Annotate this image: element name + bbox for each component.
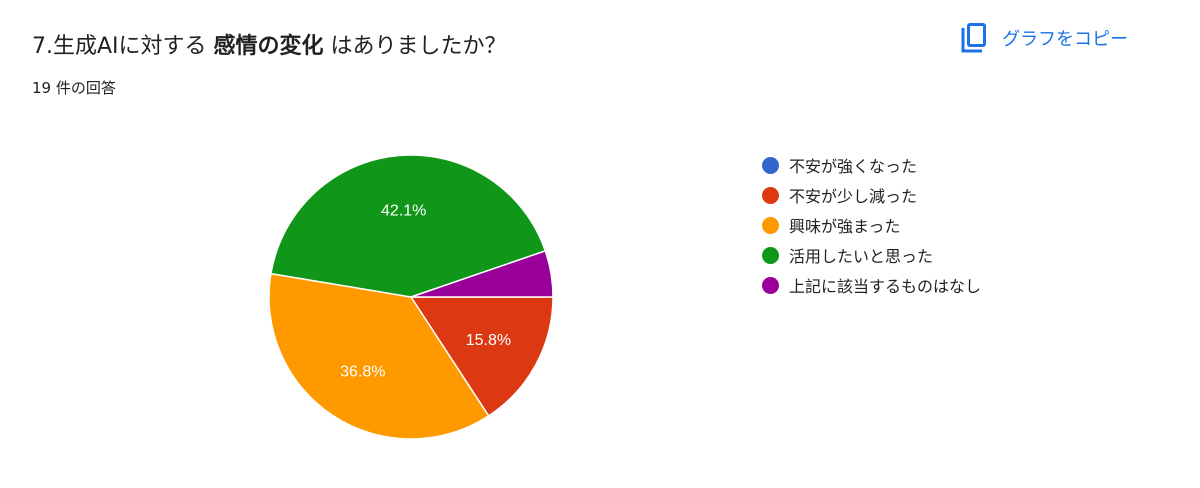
copy-chart-button[interactable]: グラフをコピー [960,22,1128,54]
title-suffix: はありましたか？ [323,34,507,59]
legend-label: 興味が強まった [789,217,901,236]
slice-percentage-label: 42.1% [381,202,426,219]
legend-dot-icon [762,276,779,294]
legend-dot-icon [762,246,779,264]
pie-slice [270,154,547,298]
legend-dot-icon [762,216,779,234]
title-bold: 感情の変化 [213,34,324,59]
copy-icon [960,22,988,54]
legend-item: 不安が強くなった [762,150,981,180]
legend-dot-icon [762,186,779,204]
legend-label: 不安が少し減った [789,187,918,206]
legend-item: 不安が少し減った [762,180,981,210]
copy-chart-label: グラフをコピー [1002,29,1128,50]
pie-slice [409,296,554,417]
slice-percentage-label: 36.8% [340,364,385,381]
legend-item: 上記に該当するものはなし [762,270,981,300]
legend-label: 上記に該当するものはなし [789,277,982,296]
pie-slice [410,249,554,298]
legend-item: 興味が強まった [762,210,981,240]
legend-label: 活用したいと思った [789,247,934,266]
legend-dot-icon [762,156,779,174]
legend-item: 活用したいと思った [762,240,981,270]
pie-chart: 15.8% 36.8% 42.1% [268,154,554,440]
response-count: 19 件の回答 [32,79,116,97]
legend-label: 不安が強くなった [789,157,918,176]
slice-percentage-label: 15.8% [466,332,511,349]
title-prefix: 7.生成AIに対する [32,34,214,59]
chart-legend: 不安が強くなった 不安が少し減った 興味が強まった活用したいと思った上記に該当するも… [762,150,981,300]
chart-title: 7.生成AIに対する 感情の変化 はありましたか？ [32,28,507,60]
pie-slice [268,272,490,440]
